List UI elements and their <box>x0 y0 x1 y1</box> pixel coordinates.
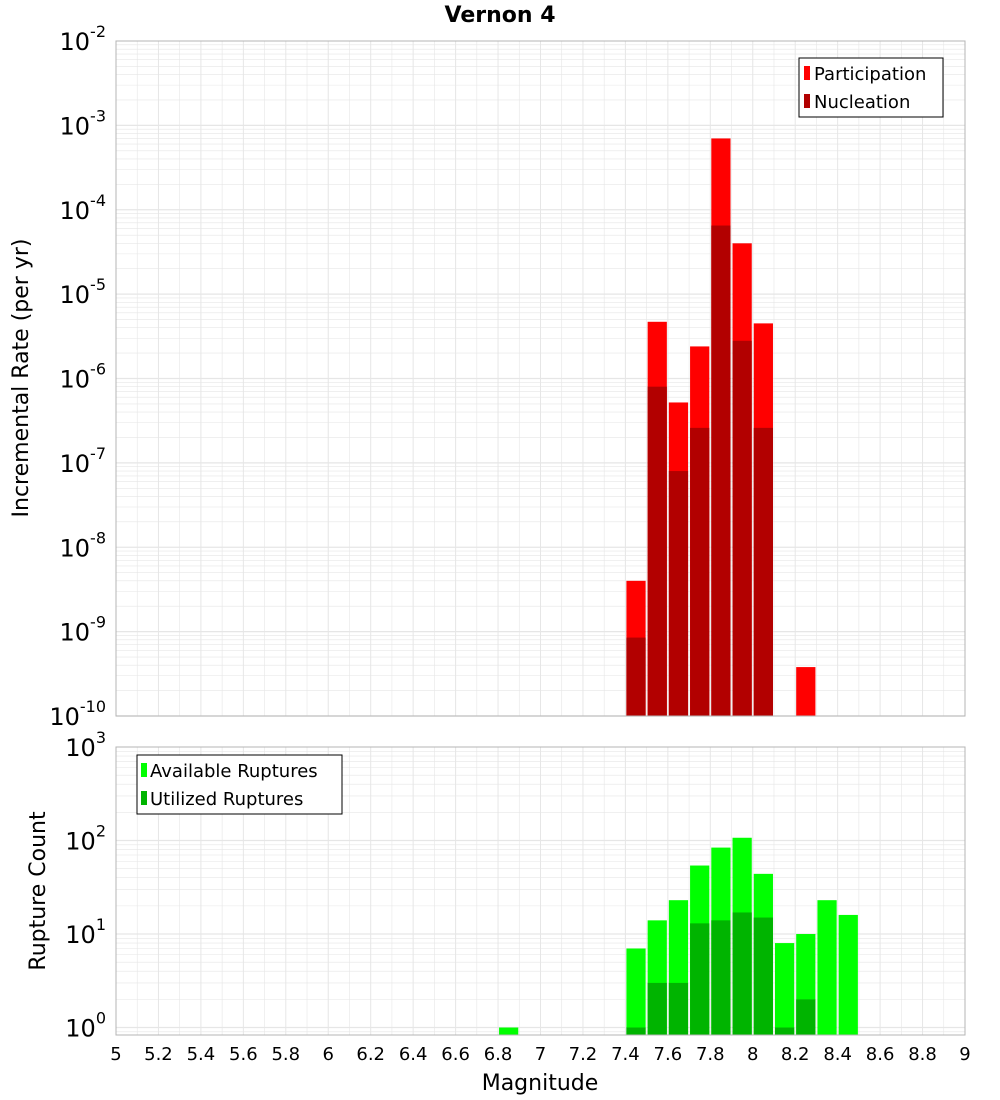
rate-y-axis-label: Incremental Rate (per yr) <box>9 239 34 518</box>
legend-label-utilized: Utilized Ruptures <box>150 789 303 810</box>
x-axis-label: Magnitude <box>482 1071 599 1096</box>
x-tick-label: 5.4 <box>187 1044 216 1065</box>
bar-utilized-ruptures <box>711 920 731 1035</box>
bar-utilized-ruptures <box>732 912 752 1035</box>
x-tick-label: 7 <box>535 1044 546 1065</box>
count-bars <box>499 837 858 1035</box>
legend-label-participation: Participation <box>814 64 926 85</box>
count-panel: 100 101 102 103 Rupture Count Available Rup… <box>26 728 966 1043</box>
x-tick-label: 8.4 <box>823 1044 852 1065</box>
x-tick-label: 6.8 <box>484 1044 513 1065</box>
bar-nucleation <box>647 386 667 716</box>
bar-available-ruptures <box>626 948 646 1035</box>
rate-y-tick-labels: 10-10 10-9 10-8 10-7 10-6 10-5 10-4 10-3 10-2 <box>49 22 106 731</box>
y-tick-label: 10-5 <box>60 275 107 309</box>
rate-legend: Participation Nucleation <box>798 57 944 118</box>
x-tick-label: 6.4 <box>399 1044 428 1065</box>
y-tick-label: 10-7 <box>60 444 107 478</box>
legend-swatch-utilized <box>141 791 147 805</box>
bar-nucleation <box>732 340 752 716</box>
x-tick-label: 6 <box>323 1044 334 1065</box>
rate-legend-box <box>798 57 944 118</box>
y-tick-label: 10-8 <box>60 528 107 562</box>
legend-label-available: Available Ruptures <box>150 761 318 782</box>
count-y-axis-label: Rupture Count <box>26 811 51 971</box>
bar-nucleation <box>626 637 646 716</box>
y-tick-label: 10-9 <box>60 613 107 647</box>
y-tick-label: 10-3 <box>60 106 107 140</box>
x-tick-label: 7.6 <box>654 1044 683 1065</box>
bar-available-ruptures <box>499 1027 519 1035</box>
x-tick-label: 7.8 <box>696 1044 725 1065</box>
x-tick-label: 6.2 <box>356 1044 385 1065</box>
x-tick-label: 5.6 <box>229 1044 258 1065</box>
bar-utilized-ruptures <box>647 982 667 1035</box>
rate-panel: 10-10 10-9 10-8 10-7 10-6 10-5 10-4 10-3 10-2 In… <box>9 22 966 731</box>
chart-title: Vernon 4 <box>445 3 556 28</box>
bar-nucleation <box>668 471 689 716</box>
x-tick-label: 7.4 <box>611 1044 640 1065</box>
rate-plot-frame <box>115 40 966 717</box>
count-plot-frame <box>115 746 966 1036</box>
y-tick-label: 100 <box>65 1009 106 1043</box>
x-tick-label: 8.8 <box>908 1044 937 1065</box>
legend-label-nucleation: Nucleation <box>814 92 910 113</box>
x-tick-label: 9 <box>959 1044 970 1065</box>
bar-utilized-ruptures <box>690 923 710 1035</box>
bar-utilized-ruptures <box>796 999 816 1035</box>
rate-gridlines <box>115 41 966 717</box>
x-tick-label: 8.2 <box>781 1044 810 1065</box>
bar-utilized-ruptures <box>626 1027 646 1035</box>
legend-swatch-available <box>141 763 147 777</box>
bar-utilized-ruptures <box>753 917 773 1035</box>
legend-swatch-nucleation <box>804 94 810 108</box>
y-tick-label: 10-4 <box>60 191 107 225</box>
count-y-tick-labels: 100 101 102 103 <box>65 728 106 1043</box>
count-legend: Available Ruptures Utilized Ruptures <box>136 754 343 815</box>
bar-nucleation <box>711 225 731 716</box>
bar-nucleation <box>753 427 773 716</box>
y-tick-label: 10-10 <box>49 697 106 731</box>
bar-participation <box>796 667 816 716</box>
y-tick-label: 10-2 <box>60 22 107 56</box>
x-tick-label: 6.6 <box>441 1044 470 1065</box>
bar-available-ruptures <box>774 943 795 1035</box>
y-tick-label: 10-6 <box>60 360 107 394</box>
y-tick-label: 102 <box>65 822 106 856</box>
bar-nucleation <box>690 427 710 716</box>
count-legend-box <box>136 754 343 815</box>
x-tick-label: 7.2 <box>569 1044 598 1065</box>
x-tick-label: 5.8 <box>271 1044 300 1065</box>
bar-utilized-ruptures <box>668 982 689 1035</box>
x-tick-label: 8.6 <box>866 1044 895 1065</box>
y-tick-label: 103 <box>65 728 106 762</box>
x-tick-label: 5.2 <box>144 1044 173 1065</box>
bar-available-ruptures <box>838 914 858 1035</box>
rate-bars <box>626 138 816 717</box>
legend-swatch-participation <box>804 66 810 80</box>
bar-available-ruptures <box>817 900 837 1035</box>
x-tick-label: 8 <box>747 1044 758 1065</box>
x-tick-label: 5 <box>110 1044 121 1065</box>
y-tick-label: 101 <box>65 915 106 949</box>
x-axis-tick-labels: 5 5.2 5.4 5.6 5.8 6 6.2 6.4 6.6 6.8 7 7.2 7.4 7.6 7.8 8… <box>110 1044 970 1065</box>
bar-utilized-ruptures <box>774 1027 795 1035</box>
